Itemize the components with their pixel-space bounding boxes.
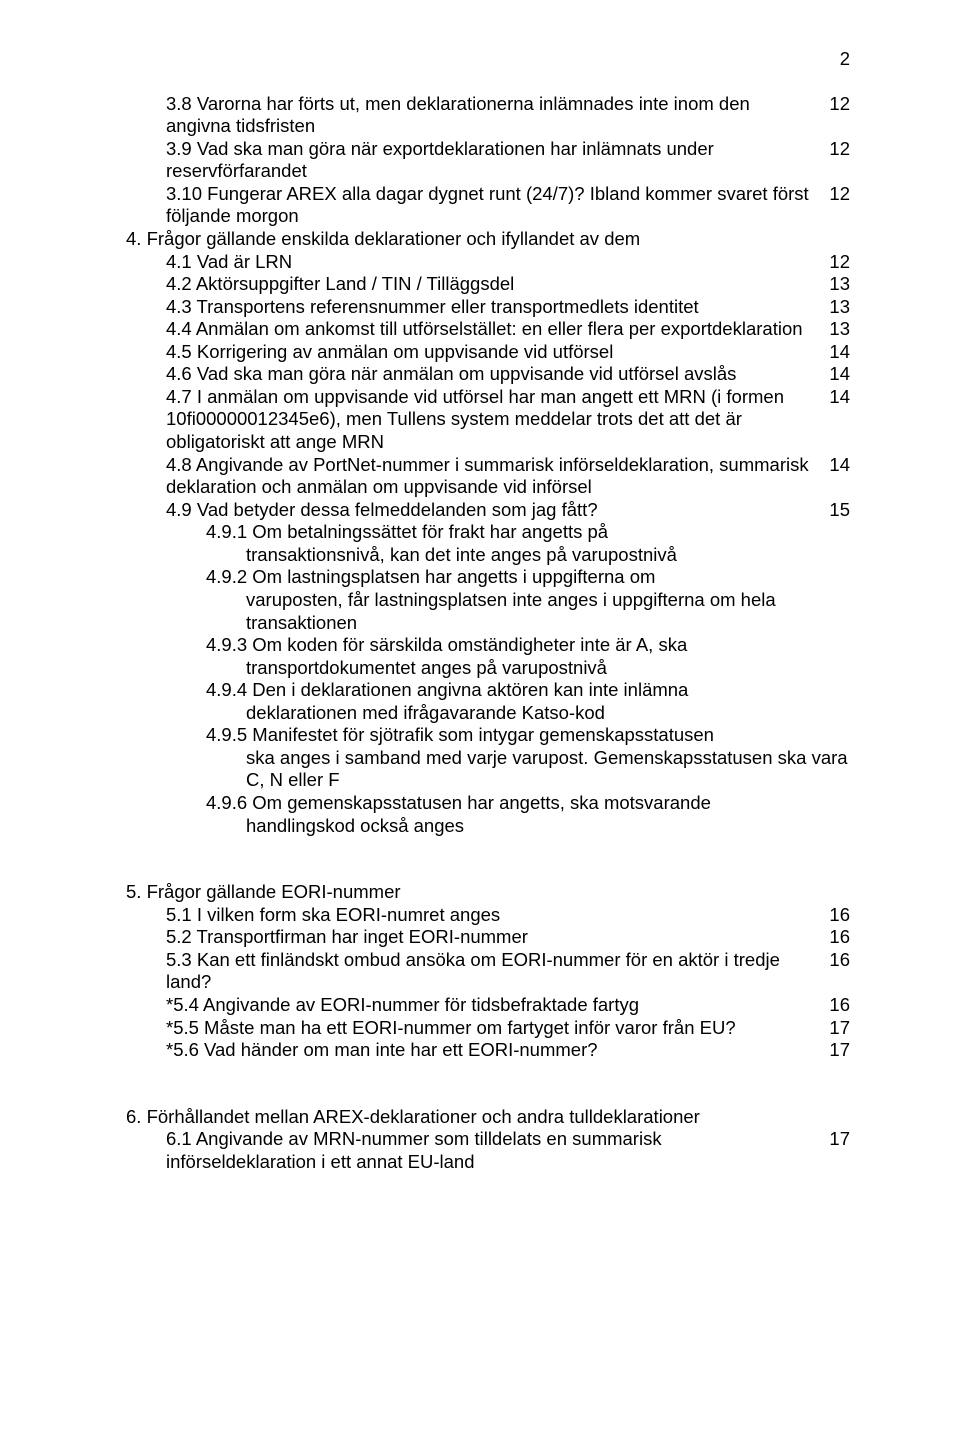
toc-entry: 4.9 Vad betyder dessa felmeddelanden som… [126,499,850,522]
toc-subhead: 4.9.4 Den i deklarationen angivna aktöre… [126,679,850,702]
toc-page: 13 [816,318,850,341]
toc-text: 4.7 I anmälan om uppvisande vid utförsel… [126,386,816,454]
toc-page: 12 [816,138,850,161]
toc-entry: 5.2 Transportfirman har inget EORI-numme… [126,926,850,949]
toc-entry: 3.9 Vad ska man göra när exportdeklarati… [126,138,850,183]
toc-subentry: 4.9.3 Om koden för särskilda omständighe… [126,634,850,679]
toc-page: 14 [816,341,850,364]
toc-entry: *5.5 Måste man ha ett EORI-nummer om far… [126,1017,850,1040]
toc-page: 16 [816,994,850,1017]
toc-page: 12 [816,183,850,206]
toc-subbody: ska anges i samband med varje varupost. … [126,747,850,792]
toc-text: 4.2 Aktörsuppgifter Land / TIN / Tillägg… [126,273,816,296]
toc-text: 4.5 Korrigering av anmälan om uppvisande… [126,341,816,364]
toc-text: 4.8 Angivande av PortNet-nummer i summar… [126,454,816,499]
toc-subentry: 4.9.2 Om lastningsplatsen har angetts i … [126,566,850,634]
toc-page: 12 [816,93,850,116]
toc-page: 13 [816,273,850,296]
toc-page: 14 [816,454,850,477]
toc-page: 16 [816,949,850,972]
toc-text: 5.3 Kan ett finländskt ombud ansöka om E… [126,949,816,994]
toc-entry: 4.5 Korrigering av anmälan om uppvisande… [126,341,850,364]
toc-text: *5.6 Vad händer om man inte har ett EORI… [126,1039,816,1062]
toc-subbody: varuposten, får lastningsplatsen inte an… [126,589,850,634]
toc-entry: 5.3 Kan ett finländskt ombud ansöka om E… [126,949,850,994]
toc-page: 16 [816,904,850,927]
toc-subentry: 4.9.6 Om gemenskapsstatusen har angetts,… [126,792,850,837]
toc-entry: 4.3 Transportens referensnummer eller tr… [126,296,850,319]
page-number: 2 [126,48,850,71]
toc-entry: 4.2 Aktörsuppgifter Land / TIN / Tillägg… [126,273,850,296]
toc-text: 5.2 Transportfirman har inget EORI-numme… [126,926,816,949]
toc-subhead: 4.9.1 Om betalningssättet för frakt har … [126,521,850,544]
toc-subentry: 4.9.4 Den i deklarationen angivna aktöre… [126,679,850,724]
toc-entry: 4.8 Angivande av PortNet-nummer i summar… [126,454,850,499]
toc-heading: 4. Frågor gällande enskilda deklaratione… [126,228,850,251]
toc-text: 3.10 Fungerar AREX alla dagar dygnet run… [126,183,816,228]
toc-page: 12 [816,251,850,274]
toc-text: 3.8 Varorna har förts ut, men deklaratio… [126,93,816,138]
toc-subhead: 4.9.5 Manifestet för sjötrafik som intyg… [126,724,850,747]
toc-subentry: 4.9.5 Manifestet för sjötrafik som intyg… [126,724,850,792]
toc-text: 3.9 Vad ska man göra när exportdeklarati… [126,138,816,183]
toc-subbody: transportdokumentet anges på varupostniv… [126,657,850,680]
toc-page: 15 [816,499,850,522]
toc-subhead: 4.9.6 Om gemenskapsstatusen har angetts,… [126,792,850,815]
toc-subentry: 4.9.1 Om betalningssättet för frakt har … [126,521,850,566]
toc-text: 4.3 Transportens referensnummer eller tr… [126,296,816,319]
toc-subbody: transaktionsnivå, kan det inte anges på … [126,544,850,567]
toc-text: *5.4 Angivande av EORI-nummer för tidsbe… [126,994,816,1017]
toc-text: 4.6 Vad ska man göra när anmälan om uppv… [126,363,816,386]
toc-entry: 4.7 I anmälan om uppvisande vid utförsel… [126,386,850,454]
toc-subbody: handlingskod också anges [126,815,850,838]
toc-entry: 3.10 Fungerar AREX alla dagar dygnet run… [126,183,850,228]
toc-entry: 4.4 Anmälan om ankomst till utförselstäl… [126,318,850,341]
toc-entry: 5.1 I vilken form ska EORI-numret anges … [126,904,850,927]
toc-heading: 5. Frågor gällande EORI-nummer [126,881,850,904]
toc-entry: 6.1 Angivande av MRN-nummer som tilldela… [126,1128,850,1173]
toc-entry: *5.4 Angivande av EORI-nummer för tidsbe… [126,994,850,1017]
toc-page: 14 [816,386,850,409]
toc-page: 16 [816,926,850,949]
toc-page: 17 [816,1017,850,1040]
toc-page: 17 [816,1128,850,1151]
toc-text: 4.4 Anmälan om ankomst till utförselstäl… [126,318,816,341]
toc-block-3-cont: 3.8 Varorna har förts ut, men deklaratio… [126,93,850,228]
toc-page: 17 [816,1039,850,1062]
toc-subhead: 4.9.3 Om koden för särskilda omständighe… [126,634,850,657]
toc-block-4: 4. Frågor gällande enskilda deklaratione… [126,228,850,837]
toc-text: 5.1 I vilken form ska EORI-numret anges [126,904,816,927]
toc-entry: 4.1 Vad är LRN 12 [126,251,850,274]
toc-page: 14 [816,363,850,386]
toc-block-5: 5. Frågor gällande EORI-nummer 5.1 I vil… [126,881,850,1062]
toc-text: 4.9 Vad betyder dessa felmeddelanden som… [126,499,816,522]
toc-subbody: deklarationen med ifrågavarande Katso-ko… [126,702,850,725]
toc-heading: 6. Förhållandet mellan AREX-deklaratione… [126,1106,850,1129]
toc-entry: 4.6 Vad ska man göra när anmälan om uppv… [126,363,850,386]
toc-subhead: 4.9.2 Om lastningsplatsen har angetts i … [126,566,850,589]
toc-block-6: 6. Förhållandet mellan AREX-deklaratione… [126,1106,850,1174]
toc-text: 4.1 Vad är LRN [126,251,816,274]
toc-entry: 3.8 Varorna har förts ut, men deklaratio… [126,93,850,138]
toc-text: 6.1 Angivande av MRN-nummer som tilldela… [126,1128,816,1173]
toc-text: *5.5 Måste man ha ett EORI-nummer om far… [126,1017,816,1040]
toc-entry: *5.6 Vad händer om man inte har ett EORI… [126,1039,850,1062]
toc-page: 13 [816,296,850,319]
